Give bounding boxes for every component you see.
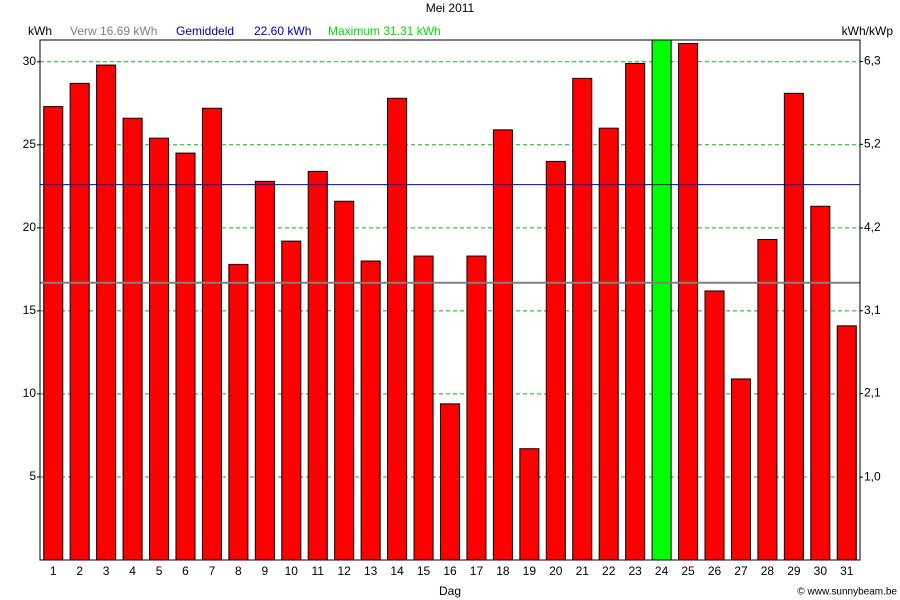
bar: [466, 255, 487, 561]
bar: [175, 152, 196, 561]
legend-verw: Verw 16.69 kWh: [70, 24, 157, 38]
bar: [413, 255, 434, 561]
y-tick-label: 10: [23, 386, 37, 400]
bar: [836, 325, 857, 561]
legend-average-value: 22.60 kWh: [254, 24, 311, 38]
bar: [572, 77, 593, 561]
legend-average: Gemiddeld: [176, 24, 234, 38]
chart-title: Mei 2011: [426, 1, 475, 15]
bar: [678, 42, 699, 561]
x-tick-label: 22: [602, 564, 616, 578]
x-tick-label: 10: [285, 564, 299, 578]
x-tick-label: 30: [814, 564, 828, 578]
x-tick-label: 11: [312, 564, 325, 578]
bar: [149, 137, 170, 561]
x-tick-label: 25: [681, 564, 695, 578]
bar: [519, 448, 540, 561]
x-tick-label: 21: [576, 564, 590, 578]
bar: [360, 260, 381, 561]
x-tick-label: 5: [156, 564, 163, 578]
x-tick-label: 13: [364, 564, 378, 578]
x-tick-label: 6: [182, 564, 189, 578]
x-tick-label: 31: [840, 564, 854, 578]
bar: [439, 403, 461, 561]
bar: [545, 160, 566, 561]
legend-maximum: Maximum 31.31 kWh: [328, 24, 441, 38]
x-tick-label: 14: [390, 564, 404, 578]
plot-border: [39, 39, 861, 561]
x-tick-label: 15: [417, 564, 431, 578]
x-tick-label: 18: [496, 564, 510, 578]
bar: [492, 129, 513, 561]
bar: [651, 39, 672, 561]
y2-tick-label: 5,2: [864, 136, 881, 150]
x-tick-label: 3: [103, 564, 110, 578]
bar: [704, 290, 725, 561]
x-tick-label: 23: [628, 564, 642, 578]
x-tick-label: 8: [235, 564, 242, 578]
bar: [307, 170, 328, 561]
bar: [334, 200, 355, 561]
bar: [810, 205, 831, 561]
y-tick-label: 15: [23, 303, 37, 317]
y2-tick-label: 6,3: [864, 54, 881, 68]
x-tick-label: 4: [129, 564, 136, 578]
bar: [387, 97, 408, 561]
y2-tick-label: 1,0: [864, 469, 881, 483]
bar: [281, 240, 302, 561]
x-tick-label: 26: [708, 564, 722, 578]
x-tick-label: 16: [443, 564, 457, 578]
y2-tick-label: 3,1: [864, 303, 881, 317]
y2-tick-label: 4,2: [864, 220, 881, 234]
x-tick-label: 19: [523, 564, 537, 578]
bar: [598, 127, 619, 561]
bar: [730, 378, 751, 561]
bar: [254, 180, 275, 561]
y-tick-label: 25: [23, 137, 37, 151]
y2-axis-label: kWh/kWp: [842, 24, 894, 38]
y-tick-label: 5: [29, 469, 36, 483]
bar: [757, 238, 778, 561]
y-tick-label: 20: [23, 220, 37, 234]
bar: [625, 62, 646, 561]
x-tick-label: 17: [470, 564, 484, 578]
x-axis-label: Dag: [439, 584, 461, 598]
x-tick-label: 7: [209, 564, 216, 578]
bar: [201, 107, 222, 561]
x-tick-label: 27: [734, 564, 748, 578]
x-tick-label: 29: [787, 564, 801, 578]
x-tick-label: 28: [761, 564, 775, 578]
y-axis-label: kWh: [28, 24, 52, 38]
bar: [69, 82, 90, 561]
x-tick-label: 20: [549, 564, 563, 578]
x-tick-label: 9: [261, 564, 268, 578]
y2-tick-label: 2,1: [864, 386, 881, 400]
credit: © www.sunnybeam.be: [797, 587, 897, 598]
y-tick-label: 30: [23, 54, 37, 68]
x-tick-label: 1: [50, 564, 57, 578]
x-tick-label: 12: [338, 564, 352, 578]
bar: [228, 263, 249, 561]
bar: [43, 106, 64, 561]
bar: [96, 64, 117, 561]
bar: [783, 92, 804, 561]
x-tick-label: 24: [655, 564, 669, 578]
x-tick-label: 2: [76, 564, 83, 578]
